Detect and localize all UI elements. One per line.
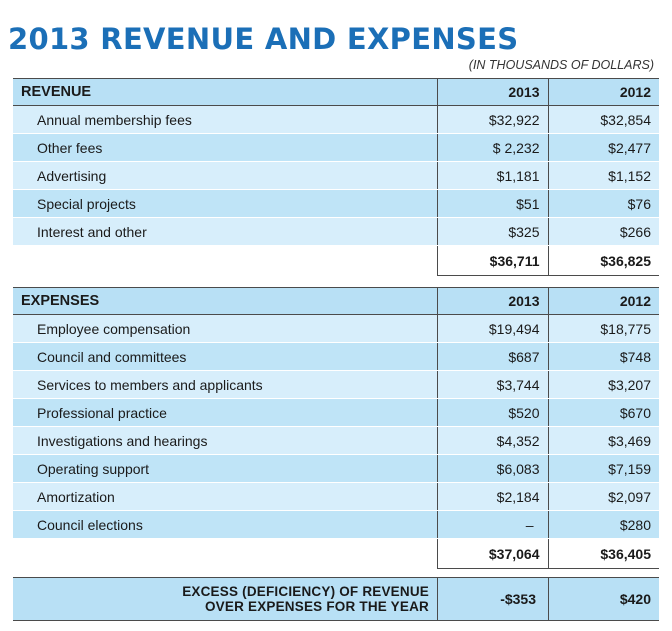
value-2013: $4,352 xyxy=(436,426,548,455)
value-2013: $51 xyxy=(436,189,548,218)
table-row: Council and committees $687 $748 xyxy=(13,342,659,371)
value-2012: $18,775 xyxy=(547,314,659,343)
table-row: Operating support $6,083 $7,159 xyxy=(13,454,659,483)
row-label: Investigations and hearings xyxy=(13,426,437,455)
total-spacer xyxy=(13,245,437,276)
value-2012: $1,152 xyxy=(547,161,659,190)
value-2012: $3,207 xyxy=(547,370,659,399)
revenue-col-2012: 2012 xyxy=(547,78,659,106)
value-2012: $280 xyxy=(547,510,659,539)
value-2012: $32,854 xyxy=(547,105,659,134)
row-label: Annual membership fees xyxy=(13,105,437,134)
revenue-total-2013: $36,711 xyxy=(436,245,548,276)
table-row: Council elections – $280 xyxy=(13,510,659,539)
table-row: Employee compensation $19,494 $18,775 xyxy=(13,314,659,343)
row-label: Council elections xyxy=(13,510,437,539)
value-2013: $687 xyxy=(436,342,548,371)
row-label: Other fees xyxy=(13,133,437,162)
value-2012: $748 xyxy=(547,342,659,371)
expenses-total-2013: $37,064 xyxy=(436,538,548,569)
expenses-table: EXPENSES 2013 2012 Employee compensation… xyxy=(13,287,659,569)
revenue-col-2013: 2013 xyxy=(436,78,548,106)
table-row: Professional practice $520 $670 xyxy=(13,398,659,427)
row-label: Employee compensation xyxy=(13,314,437,343)
revenue-header-row: REVENUE 2013 2012 xyxy=(13,78,659,106)
value-2012: $76 xyxy=(547,189,659,218)
excess-row: EXCESS (DEFICIENCY) OF REVENUE OVER EXPE… xyxy=(13,577,659,621)
row-label: Advertising xyxy=(13,161,437,190)
row-label: Services to members and applicants xyxy=(13,370,437,399)
value-2013: $6,083 xyxy=(436,454,548,483)
value-2013: $520 xyxy=(436,398,548,427)
value-2013: $19,494 xyxy=(436,314,548,343)
row-label: Special projects xyxy=(13,189,437,218)
expenses-col-2013: 2013 xyxy=(436,287,548,315)
table-row: Special projects $51 $76 xyxy=(13,189,659,218)
expenses-heading: EXPENSES xyxy=(13,287,437,315)
expenses-total-row: $37,064 $36,405 xyxy=(13,538,659,569)
value-2013: $3,744 xyxy=(436,370,548,399)
excess-2013: -$353 xyxy=(437,578,548,620)
value-2013: – xyxy=(436,510,548,539)
value-2013: $2,184 xyxy=(436,482,548,511)
revenue-heading: REVENUE xyxy=(13,78,437,106)
row-label: Amortization xyxy=(13,482,437,511)
excess-2012: $420 xyxy=(548,578,659,620)
total-spacer xyxy=(13,538,437,569)
excess-label: EXCESS (DEFICIENCY) OF REVENUE OVER EXPE… xyxy=(13,584,429,614)
table-row: Investigations and hearings $4,352 $3,46… xyxy=(13,426,659,455)
value-2012: $2,097 xyxy=(547,482,659,511)
page-title: 2013 REVENUE AND EXPENSES xyxy=(8,22,519,56)
row-label: Interest and other xyxy=(13,217,437,246)
value-2013: $325 xyxy=(436,217,548,246)
row-label: Professional practice xyxy=(13,398,437,427)
value-2012: $2,477 xyxy=(547,133,659,162)
row-label: Council and committees xyxy=(13,342,437,371)
revenue-total-row: $36,711 $36,825 xyxy=(13,245,659,276)
table-row: Advertising $1,181 $1,152 xyxy=(13,161,659,190)
value-2013: $1,181 xyxy=(436,161,548,190)
value-2013: $ 2,232 xyxy=(436,133,548,162)
value-2012: $7,159 xyxy=(547,454,659,483)
value-2012: $266 xyxy=(547,217,659,246)
excess-label-line1: EXCESS (DEFICIENCY) OF REVENUE xyxy=(182,584,429,599)
units-note: (IN THOUSANDS OF DOLLARS) xyxy=(468,58,654,72)
expenses-col-2012: 2012 xyxy=(547,287,659,315)
table-row: Annual membership fees $32,922 $32,854 xyxy=(13,105,659,134)
value-2012: $3,469 xyxy=(547,426,659,455)
excess-label-line2: OVER EXPENSES FOR THE YEAR xyxy=(204,599,429,614)
revenue-table: REVENUE 2013 2012 Annual membership fees… xyxy=(13,78,659,276)
table-row: Amortization $2,184 $2,097 xyxy=(13,482,659,511)
value-2013: $32,922 xyxy=(436,105,548,134)
expenses-header-row: EXPENSES 2013 2012 xyxy=(13,287,659,315)
expenses-total-2012: $36,405 xyxy=(547,538,659,569)
value-2012: $670 xyxy=(547,398,659,427)
row-label: Operating support xyxy=(13,454,437,483)
revenue-total-2012: $36,825 xyxy=(547,245,659,276)
table-row: Interest and other $325 $266 xyxy=(13,217,659,246)
table-row: Other fees $ 2,232 $2,477 xyxy=(13,133,659,162)
table-row: Services to members and applicants $3,74… xyxy=(13,370,659,399)
